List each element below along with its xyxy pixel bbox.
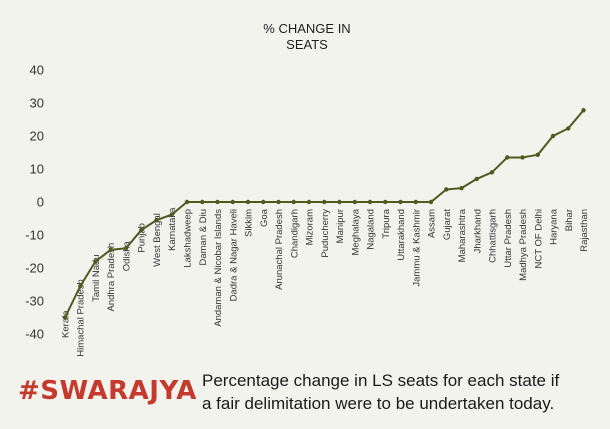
x-tick-label: Jammu & Kashmir xyxy=(411,209,422,287)
data-point xyxy=(200,199,205,205)
data-point xyxy=(520,155,525,160)
y-tick-label: 10 xyxy=(30,162,44,177)
x-tick-label: Nagaland xyxy=(366,209,377,250)
data-point xyxy=(550,133,556,139)
y-tick-label: 0 xyxy=(37,195,44,210)
x-tick-label: Haryana xyxy=(549,208,560,245)
data-point xyxy=(306,199,312,205)
data-point xyxy=(581,108,586,113)
data-point xyxy=(154,217,159,223)
data-point xyxy=(245,199,251,205)
x-tick-label: Odisha xyxy=(122,240,133,271)
x-tick-label: Himachal Pradesh xyxy=(76,279,87,357)
x-tick-label: Meghalaya xyxy=(350,208,361,255)
x-tick-label: Jharkhand xyxy=(472,209,483,253)
x-tick-label: Maharashtra xyxy=(457,208,468,262)
data-point xyxy=(459,185,464,191)
data-point xyxy=(169,212,174,217)
data-point xyxy=(184,199,190,205)
series-group xyxy=(62,108,586,320)
y-tick-label: -20 xyxy=(25,261,44,276)
data-point xyxy=(291,199,296,205)
y-axis: 40 30 20 10 0 -10 -20 -30 -40 xyxy=(25,63,44,342)
data-point xyxy=(139,227,144,233)
x-tick-label: Rajasthan xyxy=(579,209,590,252)
data-point xyxy=(489,170,495,175)
x-tick-label: Assam xyxy=(427,209,438,238)
caption-line-1: Percentage change in LS seats for each s… xyxy=(202,371,560,390)
y-tick-label: 20 xyxy=(30,129,44,144)
data-point xyxy=(367,199,373,205)
x-tick-label: Chhattisgarh xyxy=(488,209,499,263)
x-tick-label: Bihar xyxy=(564,209,575,231)
caption: Percentage change in LS seats for each s… xyxy=(202,369,602,415)
data-point xyxy=(78,283,83,289)
x-tick-label: Puducherry xyxy=(320,209,331,258)
x-tick-label: Andhra Pradesh xyxy=(106,243,117,312)
x-tick-label: Manipur xyxy=(335,209,346,243)
data-point xyxy=(474,176,479,182)
data-point xyxy=(383,199,388,205)
data-point xyxy=(428,199,434,205)
data-point xyxy=(413,199,418,205)
data-point xyxy=(93,259,98,264)
x-tick-label: Gujarat xyxy=(442,209,453,241)
caption-line-2: a fair delimitation were to be undertake… xyxy=(202,394,555,413)
x-tick-label: Daman & Diu xyxy=(198,209,209,266)
x-tick-label: Punjab xyxy=(137,223,148,253)
y-tick-label: -30 xyxy=(25,294,44,309)
y-tick-label: 40 xyxy=(30,63,44,78)
data-point xyxy=(108,247,113,253)
data-point xyxy=(230,199,235,205)
x-tick-label: Arunachal Pradesh xyxy=(274,209,285,290)
x-tick-label: West Bengal xyxy=(152,213,163,267)
x-tick-label: Madhya Pradesh xyxy=(518,209,529,281)
data-point xyxy=(62,315,68,320)
data-point xyxy=(444,187,449,192)
chart-title-line-1: % CHANGE IN xyxy=(263,21,351,36)
x-tick-label: Tamil Nadu xyxy=(91,254,102,302)
data-point xyxy=(123,246,129,251)
y-tick-label: -10 xyxy=(25,228,44,243)
swarajya-logo: #SWARAJYA xyxy=(18,376,197,406)
data-point xyxy=(535,152,540,158)
data-point xyxy=(566,126,571,131)
x-tick-label: Goa xyxy=(259,208,270,227)
x-tick-label: Mizoram xyxy=(305,209,316,246)
chart-title: % CHANGE IN SEATS xyxy=(222,21,392,53)
x-axis-labels: Kerala Himachal Pradesh Tamil Nadu Andhra P… xyxy=(61,207,591,357)
data-point xyxy=(215,199,220,205)
data-point xyxy=(352,199,357,205)
x-tick-label: NCT OF Delhi xyxy=(533,209,544,268)
x-tick-label: Karnataka xyxy=(167,207,178,251)
x-tick-label: Uttar Pradesh xyxy=(503,209,514,268)
chart-title-line-2: SEATS xyxy=(286,37,328,52)
data-point xyxy=(337,199,342,205)
x-tick-label: Lakshadweep xyxy=(183,209,194,268)
x-tick-label: Uttarakhand xyxy=(396,209,407,261)
y-tick-label: -40 xyxy=(25,327,44,342)
data-point xyxy=(322,199,327,205)
y-tick-label: 30 xyxy=(30,96,44,111)
data-point xyxy=(505,155,510,160)
x-tick-label: Dadra & Nagar Haveli xyxy=(228,209,239,301)
x-tick-label: Sikkim xyxy=(244,209,255,237)
x-tick-label: Chandigarh xyxy=(289,209,300,258)
x-tick-label: Kerala xyxy=(61,310,72,338)
x-tick-label: Andaman & Nicobar Islands xyxy=(213,209,224,327)
data-point xyxy=(276,199,281,205)
data-point xyxy=(398,199,403,205)
data-point xyxy=(261,199,266,205)
x-tick-label: Tripura xyxy=(381,208,392,238)
